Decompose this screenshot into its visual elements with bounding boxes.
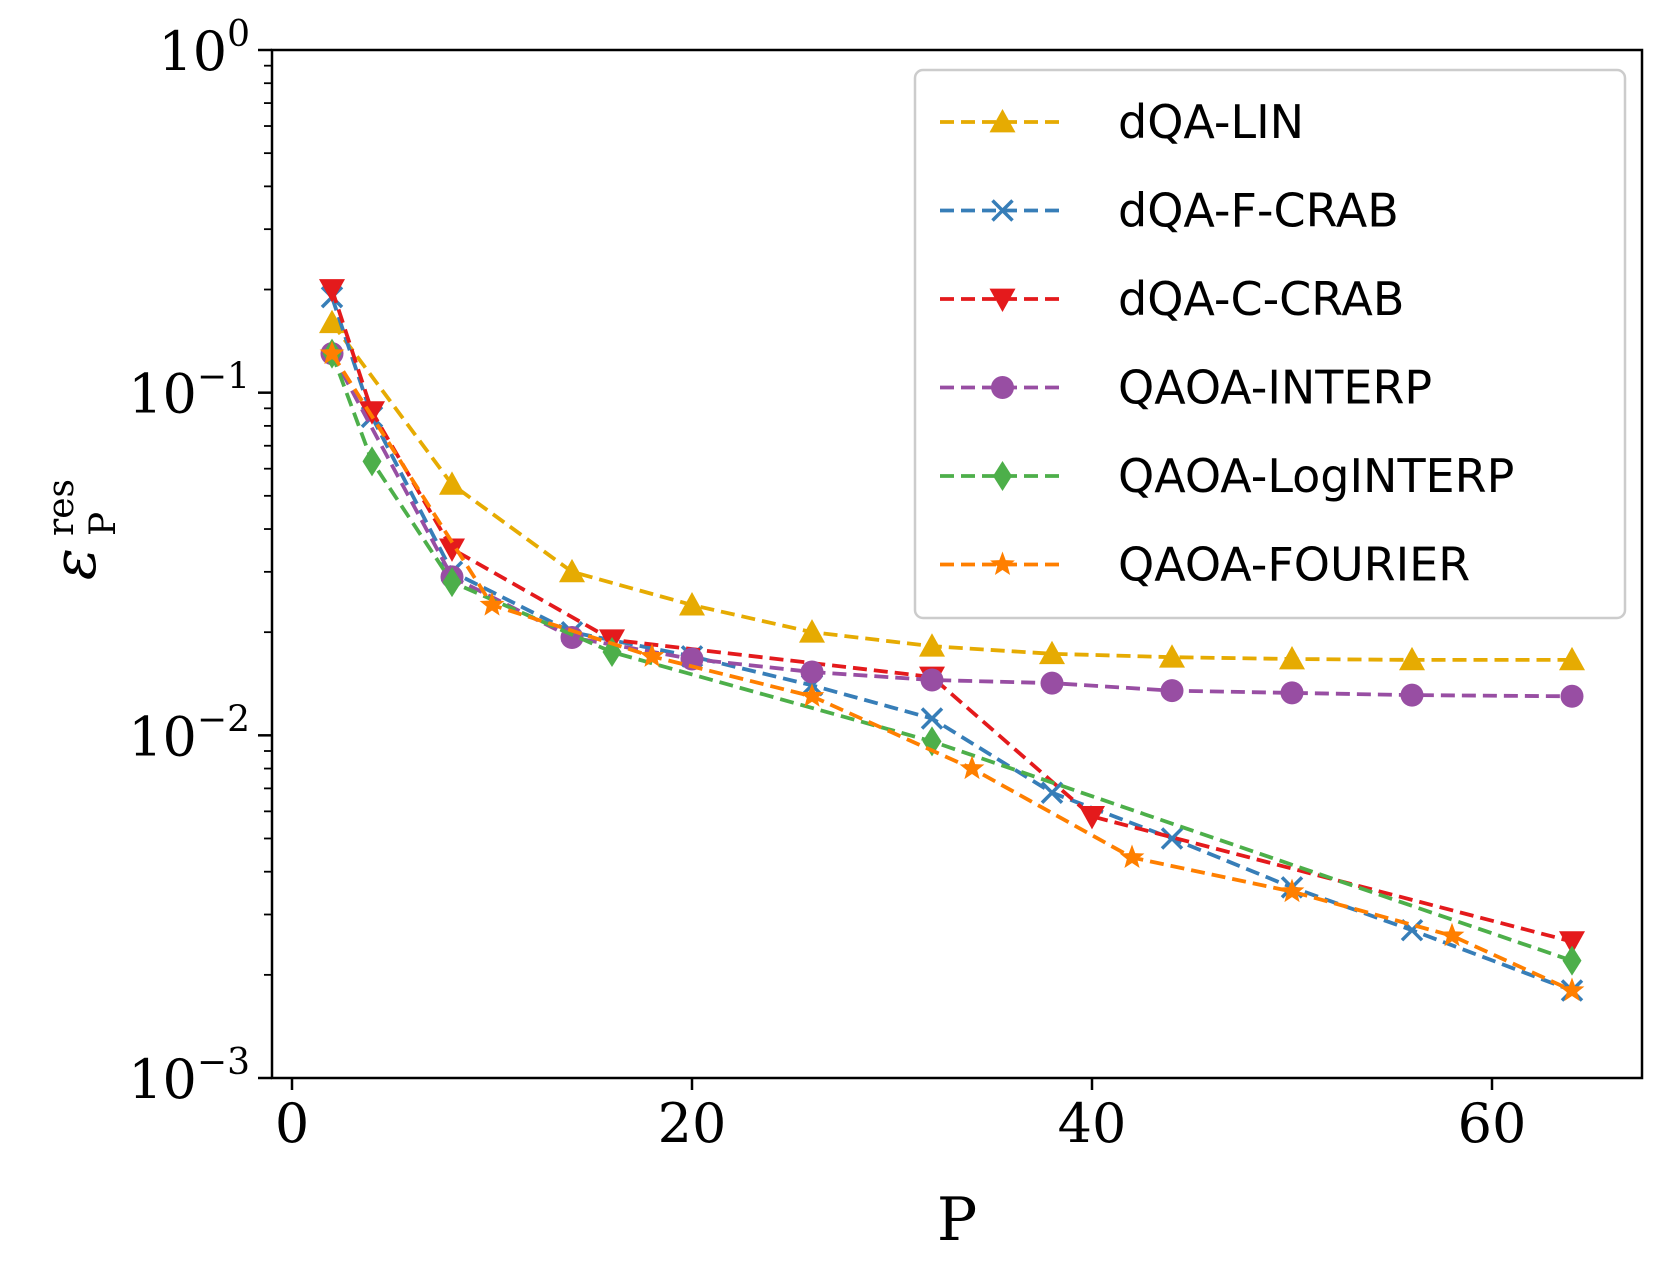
- legend-label: QAOA-LogINTERP: [1118, 449, 1514, 503]
- y-tick-label: 10−3: [128, 1042, 250, 1111]
- data-point-qaoa-fourier: [1279, 878, 1305, 903]
- data-point-dqa-c-crab: [319, 279, 345, 303]
- data-point-dqa-lin: [799, 619, 825, 643]
- data-point-qaoa-interp: [800, 660, 824, 684]
- legend-label: dQA-F-CRAB: [1118, 184, 1399, 238]
- data-point-qaoa-loginterp: [1562, 945, 1582, 976]
- legend: dQA-LIN dQA-F-CRAB dQA-C-CRAB QAOA-INTERP QA…: [913, 68, 1627, 620]
- data-point-qaoa-interp: [680, 647, 704, 671]
- x-tick-label: 0: [275, 1092, 309, 1155]
- legend-box: [913, 68, 1627, 620]
- data-point-qaoa-interp: [1160, 679, 1184, 703]
- data-point-qaoa-interp: [1280, 681, 1304, 705]
- x-tick-label: 60: [1458, 1092, 1527, 1155]
- y-tick-label: 100: [158, 14, 250, 83]
- data-point-qaoa-fourier: [1119, 844, 1145, 868]
- data-point-qaoa-loginterp: [362, 446, 382, 477]
- data-point-dqa-f-crab: [1040, 781, 1064, 804]
- data-point-qaoa-interp: [1040, 671, 1064, 695]
- svg-text:res: res: [41, 479, 82, 536]
- legend-marker: [991, 376, 1014, 399]
- data-point-dqa-lin: [1039, 640, 1065, 665]
- data-point-qaoa-interp: [1560, 684, 1584, 708]
- data-point-dqa-lin: [1159, 644, 1185, 668]
- series-dqa-lin: [319, 309, 1585, 671]
- legend-marker: [989, 288, 1016, 312]
- svg-text:P: P: [83, 512, 124, 536]
- legend-label: QAOA-INTERP: [1118, 361, 1432, 415]
- legend-marker: [989, 109, 1016, 133]
- data-point-dqa-c-crab: [1079, 805, 1105, 830]
- y-tick-label: 10−2: [128, 699, 250, 768]
- legend-item-dqa-lin: dQA-LIN: [940, 95, 1304, 149]
- data-point-qaoa-interp: [1400, 683, 1424, 707]
- svg-text:100: 100: [158, 14, 250, 83]
- legend-item-qaoa-loginterp: QAOA-LogINTERP: [940, 449, 1514, 503]
- legend-item-qaoa-fourier: QAOA-FOURIER: [940, 538, 1470, 592]
- data-point-qaoa-interp: [920, 668, 944, 692]
- legend-marker: [993, 461, 1012, 491]
- svg-text:10−3: 10−3: [128, 1042, 250, 1111]
- data-point-dqa-lin: [1279, 646, 1305, 670]
- data-point-dqa-lin: [319, 309, 345, 334]
- data-point-dqa-lin: [1399, 646, 1425, 671]
- data-point-dqa-lin: [919, 633, 945, 657]
- data-point-qaoa-fourier: [799, 683, 825, 707]
- data-point-dqa-lin: [559, 558, 585, 583]
- data-point-qaoa-loginterp: [442, 567, 462, 598]
- data-point-dqa-lin: [1559, 646, 1585, 671]
- data-point-dqa-c-crab: [1559, 931, 1585, 955]
- data-point-dqa-c-crab: [439, 538, 465, 562]
- legend-label: QAOA-FOURIER: [1118, 538, 1470, 592]
- data-point-qaoa-fourier: [1439, 922, 1465, 947]
- legend-item-dqa-f-crab: dQA-F-CRAB: [940, 184, 1399, 238]
- data-point-qaoa-fourier: [319, 340, 345, 365]
- data-point-qaoa-fourier: [639, 643, 665, 667]
- series-qaoa-fourier: [319, 340, 1585, 1001]
- x-tick-label: 40: [1058, 1092, 1127, 1155]
- svg-text:10−2: 10−2: [128, 699, 250, 768]
- data-point-qaoa-fourier: [479, 592, 505, 616]
- legend-marker: [990, 551, 1015, 575]
- legend-label: dQA-LIN: [1118, 95, 1304, 149]
- x-axis-label: P: [937, 1185, 977, 1255]
- y-tick-label: 10−1: [128, 357, 250, 426]
- data-point-qaoa-fourier: [959, 755, 985, 780]
- data-point-dqa-lin: [439, 471, 465, 495]
- series-layer: [319, 279, 1585, 1002]
- legend-entries: dQA-LIN dQA-F-CRAB dQA-C-CRAB QAOA-INTERP QA…: [940, 95, 1514, 592]
- data-point-dqa-f-crab: [920, 707, 944, 730]
- y-axis-label: ε res P: [40, 479, 124, 580]
- series-line-dqa-f-crab: [330, 296, 1573, 993]
- plot-frame: [270, 48, 1644, 1080]
- svg-text:ε: ε: [40, 548, 110, 580]
- data-point-qaoa-fourier: [1559, 977, 1585, 1001]
- legend-item-dqa-c-crab: dQA-C-CRAB: [940, 272, 1404, 326]
- data-point-dqa-lin: [679, 592, 705, 616]
- svg-text:10−1: 10−1: [128, 357, 250, 426]
- legend-item-qaoa-interp: QAOA-INTERP: [940, 361, 1432, 415]
- legend-marker: [991, 199, 1014, 222]
- legend-label: dQA-C-CRAB: [1118, 272, 1404, 326]
- x-tick-label: 20: [658, 1092, 727, 1155]
- data-point-dqa-f-crab: [1160, 827, 1184, 850]
